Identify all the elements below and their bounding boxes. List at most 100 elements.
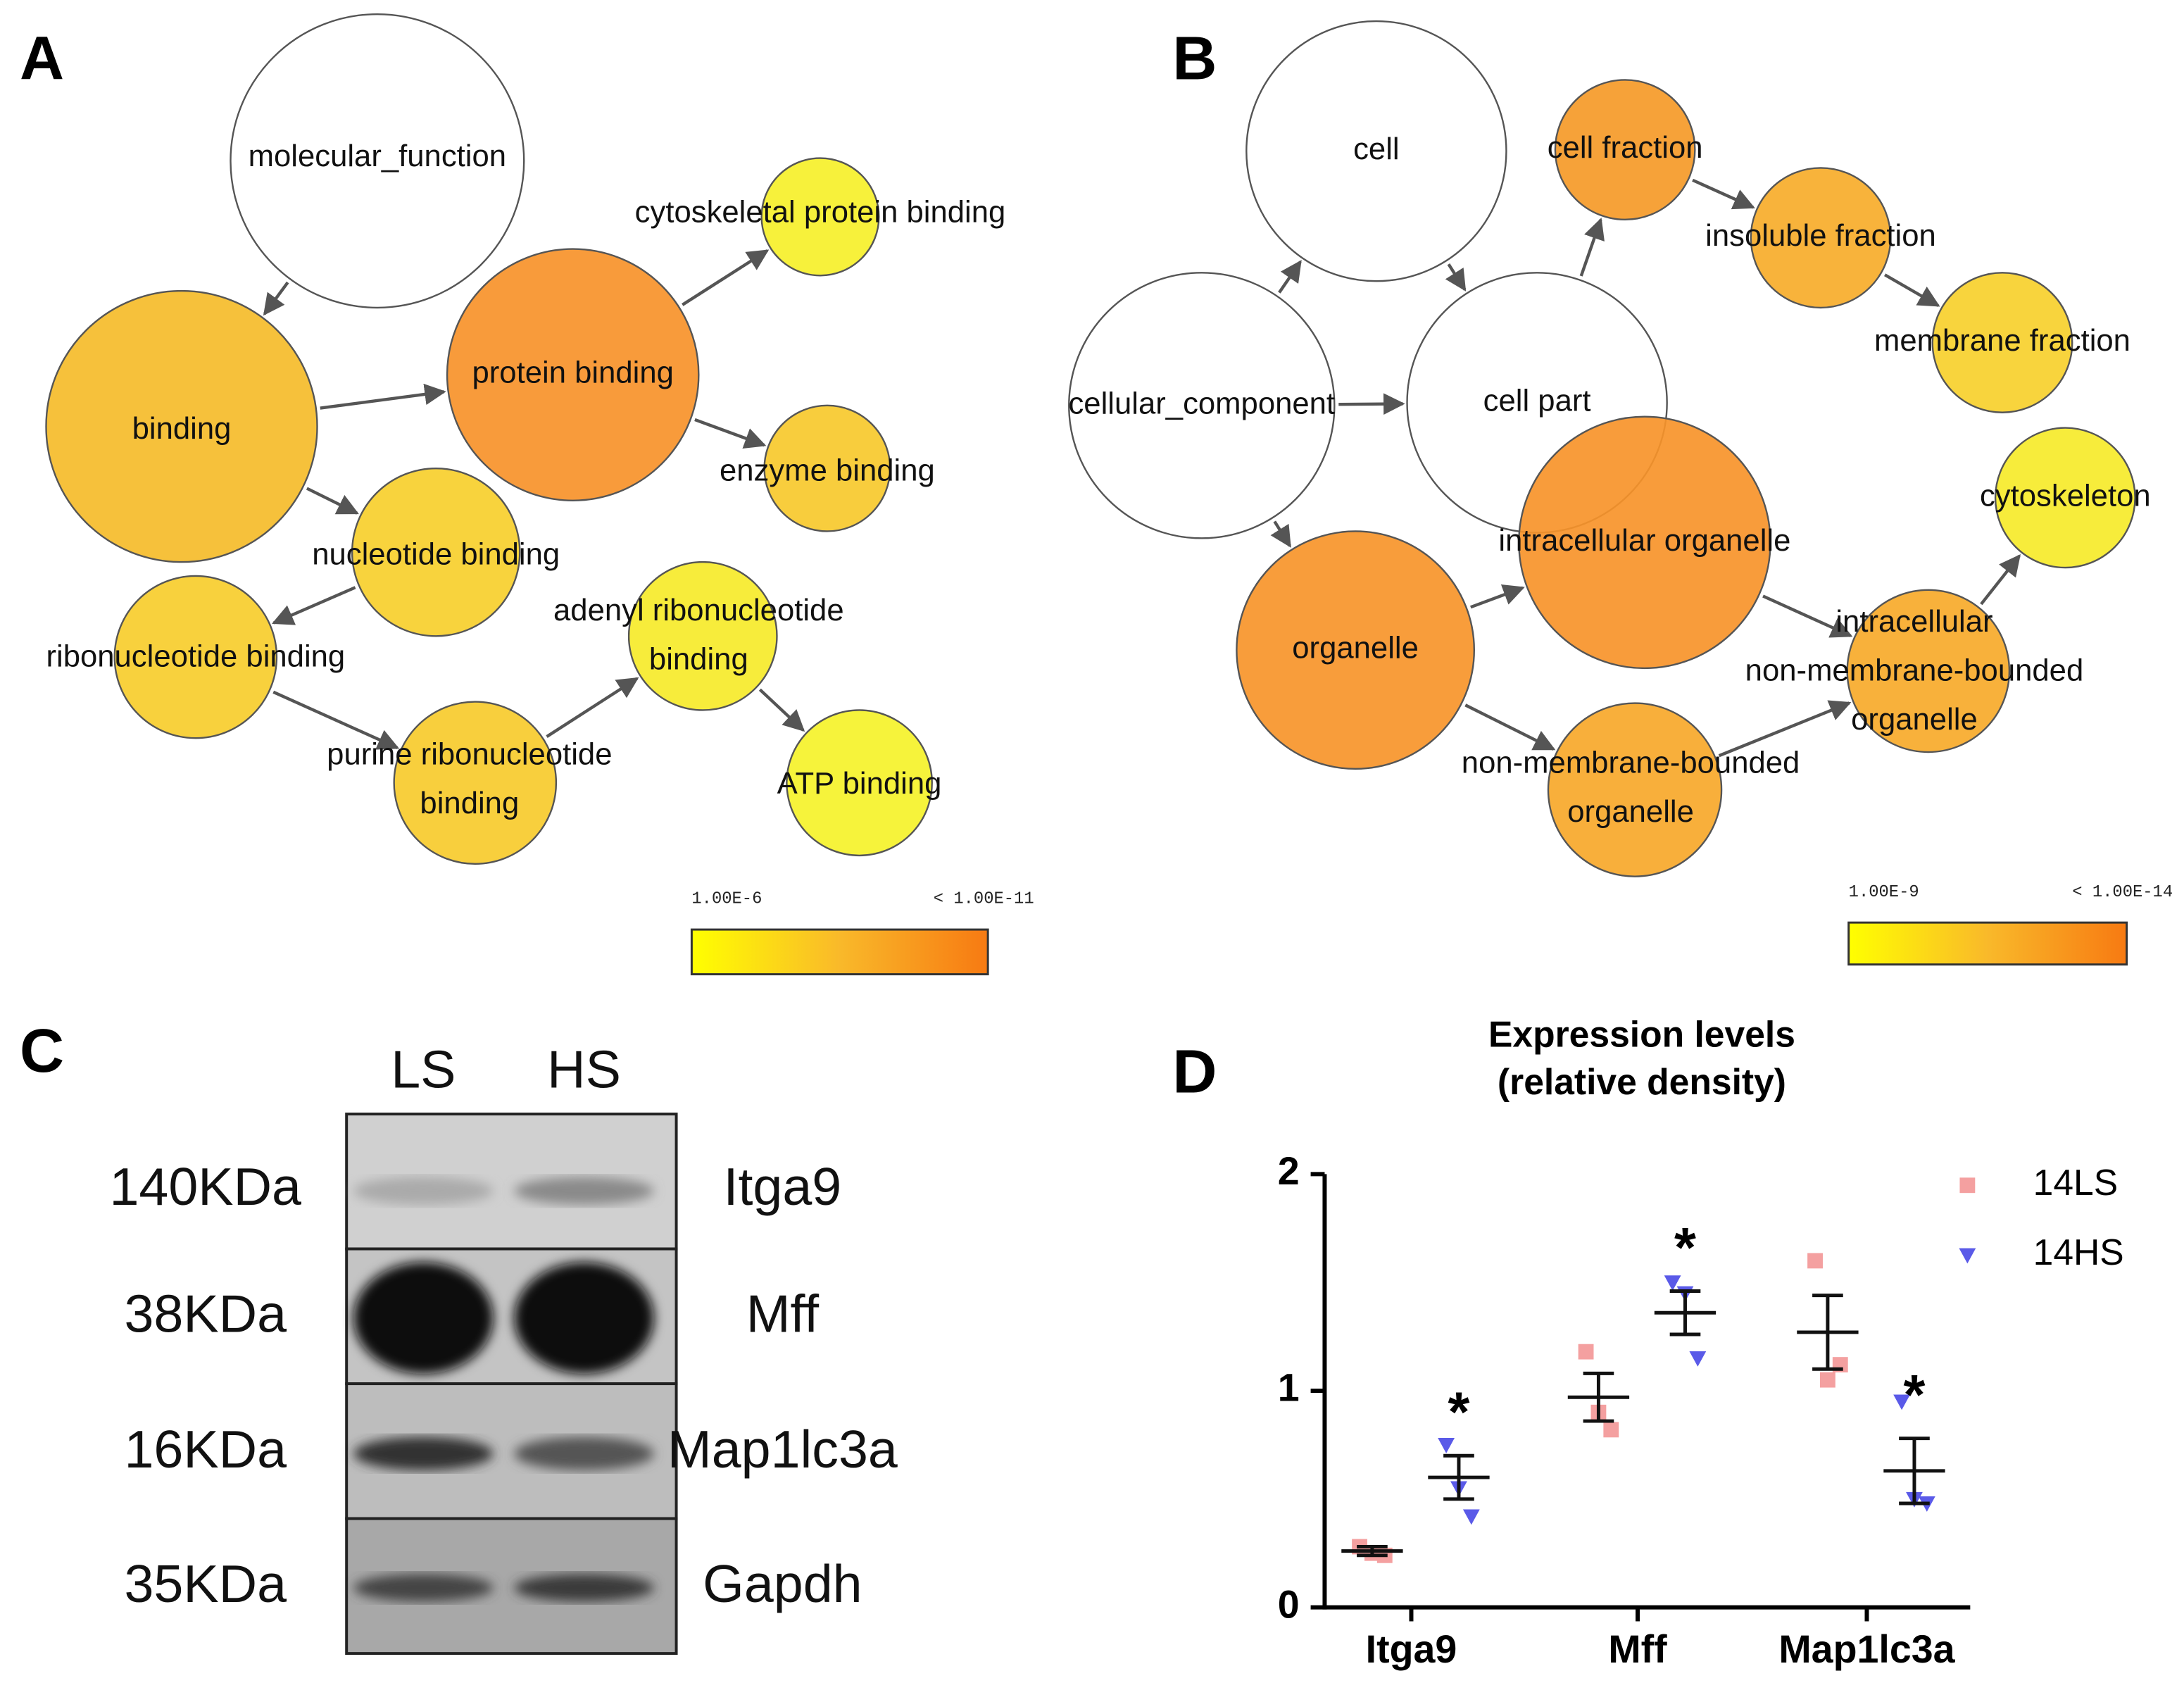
blot-band [514, 1573, 654, 1602]
node [763, 404, 891, 532]
node [393, 701, 558, 865]
edge-arrow [1762, 594, 1853, 638]
significance-mark: * [1904, 1363, 1926, 1426]
edge-arrow [1579, 218, 1605, 277]
molecular-weight: 16KDa [124, 1420, 287, 1479]
data-point [1893, 1394, 1911, 1410]
lane-label: LS [391, 1039, 456, 1098]
edge-arrow [758, 688, 805, 732]
data-point [1959, 1248, 1976, 1264]
node-label: cytoskeleton [1980, 478, 2151, 513]
chart-title: Expression levels [1488, 1014, 1795, 1055]
edge-arrow [1278, 260, 1302, 294]
node-label: protein binding [472, 356, 673, 390]
edge-arrow [320, 383, 446, 410]
protein-name: Gapdh [703, 1554, 862, 1613]
molecular-weight: 38KDa [124, 1284, 287, 1344]
edge-arrow [682, 249, 770, 306]
chart-subtitle: (relative density) [1498, 1061, 1786, 1102]
scale-max-label: < 1.00E-14 [2072, 883, 2173, 902]
node-label: cell part [1483, 383, 1591, 418]
blot-band [353, 1177, 494, 1206]
node [113, 575, 278, 739]
node [45, 289, 318, 563]
node [446, 248, 700, 501]
data-point [1820, 1372, 1835, 1388]
node [760, 157, 880, 277]
node [351, 467, 521, 637]
node-label: cellular_component [1068, 386, 1335, 420]
data-point [1578, 1344, 1594, 1360]
node [1518, 415, 1771, 670]
node-label: cell fraction [1548, 130, 1703, 165]
data-point [1664, 1275, 1681, 1291]
panel-label: C [20, 1016, 64, 1085]
data-point [1462, 1509, 1480, 1525]
edge-arrow [1718, 700, 1852, 758]
scale-max-label: < 1.00E-11 [934, 890, 1034, 909]
node-label: insoluble fraction [1705, 218, 1936, 253]
node-label: ATP binding [777, 766, 942, 801]
node [786, 709, 933, 857]
node [1994, 427, 2136, 569]
blot-band [514, 1436, 654, 1471]
edge-arrow [1445, 263, 1467, 292]
node-label: binding [132, 411, 232, 446]
node-label: binding [649, 642, 748, 677]
node-label: binding [420, 786, 519, 820]
panel-label: A [20, 24, 64, 93]
scale-min-label: 1.00E-9 [1849, 883, 1919, 902]
node-label: molecular_function [249, 139, 506, 173]
x-tick-label: Mff [1608, 1627, 1667, 1671]
protein-name: Map1lc3a [667, 1420, 898, 1479]
data-point [1959, 1177, 1976, 1194]
blot-band [353, 1262, 494, 1375]
molecular-weight: 35KDa [124, 1554, 287, 1613]
scale-min-label: 1.00E-6 [691, 890, 762, 909]
edge-arrow [1980, 553, 2021, 606]
node-label: non-membrane-bounded [1745, 653, 2084, 687]
edge-arrow [1270, 520, 1292, 548]
data-point [1689, 1351, 1707, 1367]
edge-arrow [1884, 273, 1940, 307]
node-label: cell [1353, 132, 1400, 166]
node-label: adenyl ribonucleotide [553, 593, 844, 627]
node [1068, 272, 1336, 539]
molecular-weight: 140KDa [109, 1157, 301, 1216]
y-tick-label: 0 [1278, 1582, 1300, 1626]
protein-name: Mff [746, 1284, 820, 1344]
edge-arrow [694, 418, 767, 449]
blot-band [514, 1177, 654, 1206]
x-tick-label: Map1lc3a [1778, 1627, 1955, 1671]
significance-mark: * [1448, 1381, 1470, 1444]
node [1750, 167, 1892, 309]
edge-arrow [272, 690, 400, 750]
node-label: organelle [1567, 794, 1694, 829]
node-label: enzyme binding [720, 453, 935, 488]
lane-label: HS [547, 1039, 621, 1098]
y-tick-label: 1 [1278, 1366, 1300, 1410]
edge-arrow [263, 281, 289, 316]
color-scale [1847, 921, 2128, 966]
x-tick-label: Itga9 [1366, 1627, 1457, 1671]
node-label: intracellular [1835, 604, 1992, 639]
blot-band [353, 1436, 494, 1471]
node-label: ribonucleotide binding [46, 639, 345, 674]
node-label: organelle [1851, 702, 1978, 737]
edge-arrow [1338, 393, 1405, 415]
node [1554, 79, 1696, 221]
legend-label: 14HS [2033, 1232, 2124, 1272]
node [1245, 20, 1507, 282]
edge-arrow [1692, 178, 1755, 210]
node-label: organelle [1292, 631, 1419, 665]
blot-band [514, 1262, 654, 1375]
node [627, 561, 778, 711]
node [1931, 272, 2073, 413]
panel-label: D [1172, 1037, 1217, 1106]
node [1547, 702, 1723, 877]
data-point [1807, 1253, 1823, 1269]
node [1846, 589, 2011, 753]
edge-arrow [1464, 703, 1556, 751]
